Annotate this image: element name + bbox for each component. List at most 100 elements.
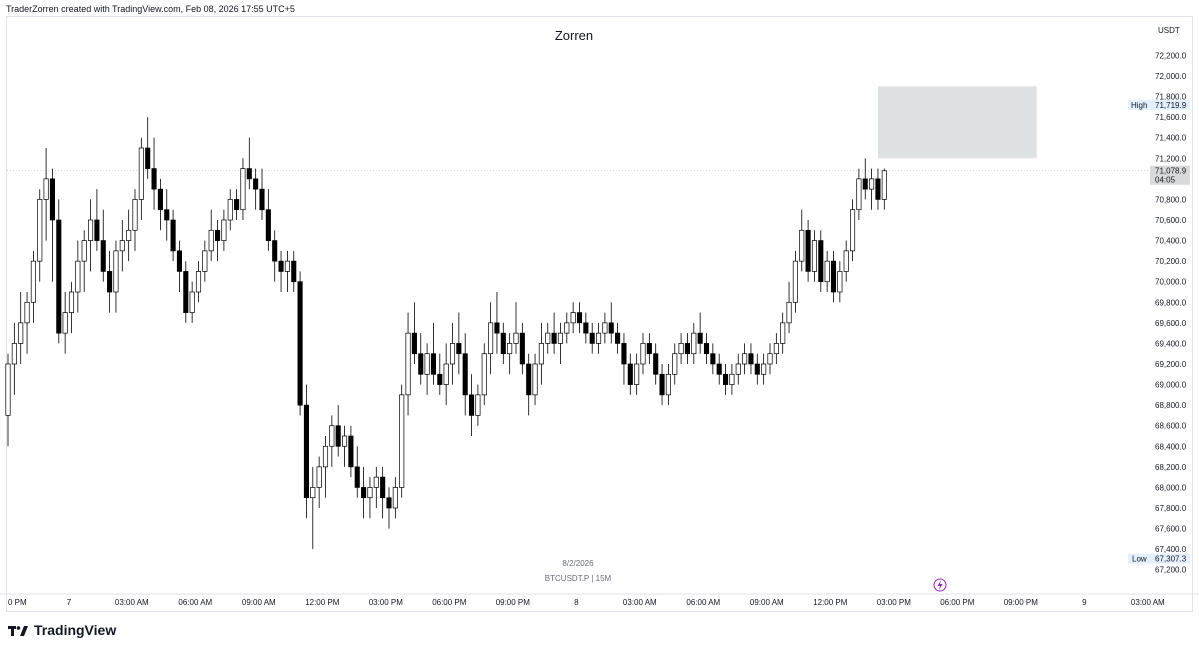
candle [386,487,392,529]
candle [634,353,640,395]
candle-body-down [246,168,252,180]
candle-body-down [526,363,532,396]
candle-body-down [170,219,176,252]
candle [49,168,56,282]
candle-body-up [342,435,348,447]
price-tick-label: 68,200.0 [1155,463,1187,472]
candle [545,322,551,354]
lightning-icon [933,578,947,592]
time-tick-label: 12:00 PM [813,598,848,607]
candle-body-down [234,199,240,211]
candle-body-down [500,332,506,355]
candle-body-up [856,178,862,211]
time-tick-label: 06:00 AM [686,598,720,607]
candle [380,466,386,519]
candle [202,240,208,282]
candle [253,168,259,210]
candle-body-up [138,147,144,200]
candle [837,261,843,303]
candle [507,333,513,375]
candle [176,240,183,292]
candle [195,261,202,303]
candle-body-up [792,260,798,303]
candle-body-down [659,373,665,396]
candle-body-up [87,219,94,241]
candle-body-up [221,219,227,241]
candle [411,302,417,364]
candle-body-up [18,322,24,344]
candle-body-down [437,373,443,385]
candle [735,353,741,385]
candle [37,189,43,282]
price-tick-label: 72,200.0 [1155,51,1187,60]
candle [488,302,494,375]
candle-body-up [538,343,544,365]
candle [399,384,405,498]
candle [75,240,81,313]
candle [589,322,595,354]
candle-body-down [462,353,468,396]
candle [799,209,805,272]
candle-body-up [132,199,138,231]
candle [792,250,798,313]
candle-body-up [742,353,748,365]
candle-body-down [710,353,716,365]
candle [100,209,106,282]
candle [87,199,94,272]
candle [208,209,214,262]
low-value: 67,307.3 [1155,555,1187,564]
candle-body-up [799,229,805,262]
candle [621,333,627,385]
last-price-value: 71,078.9 [1155,167,1187,176]
candle-body-up [443,363,449,385]
candle-body-down [583,322,589,334]
candle [132,189,138,251]
candle [640,333,646,375]
candle-body-up [672,353,678,375]
candle-body-up [780,322,786,344]
candle-body-down [684,343,691,355]
candle-body-up [767,353,773,365]
price-tick-label: 68,600.0 [1155,422,1187,431]
candle-body-down [361,487,367,499]
candle [659,364,665,406]
candle [608,302,614,344]
lightning-icon-bolt [937,580,943,590]
candle-body-up [30,260,36,303]
candle-body-down [100,240,106,272]
candle-body-down [589,332,595,344]
low-tag [1128,553,1190,564]
candle-body-down [291,260,297,283]
candle-body-down [348,435,354,468]
time-axis[interactable]: 0 PM 7 03:00 AM 06:00 AM 09:00 AM 12:00 PM 03:… [0,593,1199,607]
candle [246,137,252,190]
candle [754,353,760,385]
candle [532,353,538,406]
candle-body-down [748,353,754,365]
supply-zone-rect [877,86,1037,159]
candle-body-up [570,312,576,324]
candle [342,425,348,467]
chart-overlay-labels: 8/2/2026 BTCUSDT.P | 15M [545,559,947,592]
candle [538,322,544,385]
chart-frame [6,16,1193,612]
price-axis[interactable]: USDT 72,200.0 72,000.0 71,800.0 71,600.0 71,4… [1128,26,1190,575]
candle [157,178,163,231]
candle-body-up [729,373,735,385]
candle [170,209,176,262]
candle-body-down [380,476,386,499]
candle-body-down [272,240,278,262]
candle-body-up [640,343,646,365]
candle [475,384,481,426]
candle [469,374,475,436]
candle-body-down [183,271,189,313]
candle [424,343,430,395]
candle [30,250,36,323]
candle [443,343,449,406]
candle [272,230,278,282]
candle-body-down [297,281,303,406]
high-value: 71,719.9 [1155,101,1187,110]
candle-body-up [227,199,233,221]
candle [221,209,227,251]
